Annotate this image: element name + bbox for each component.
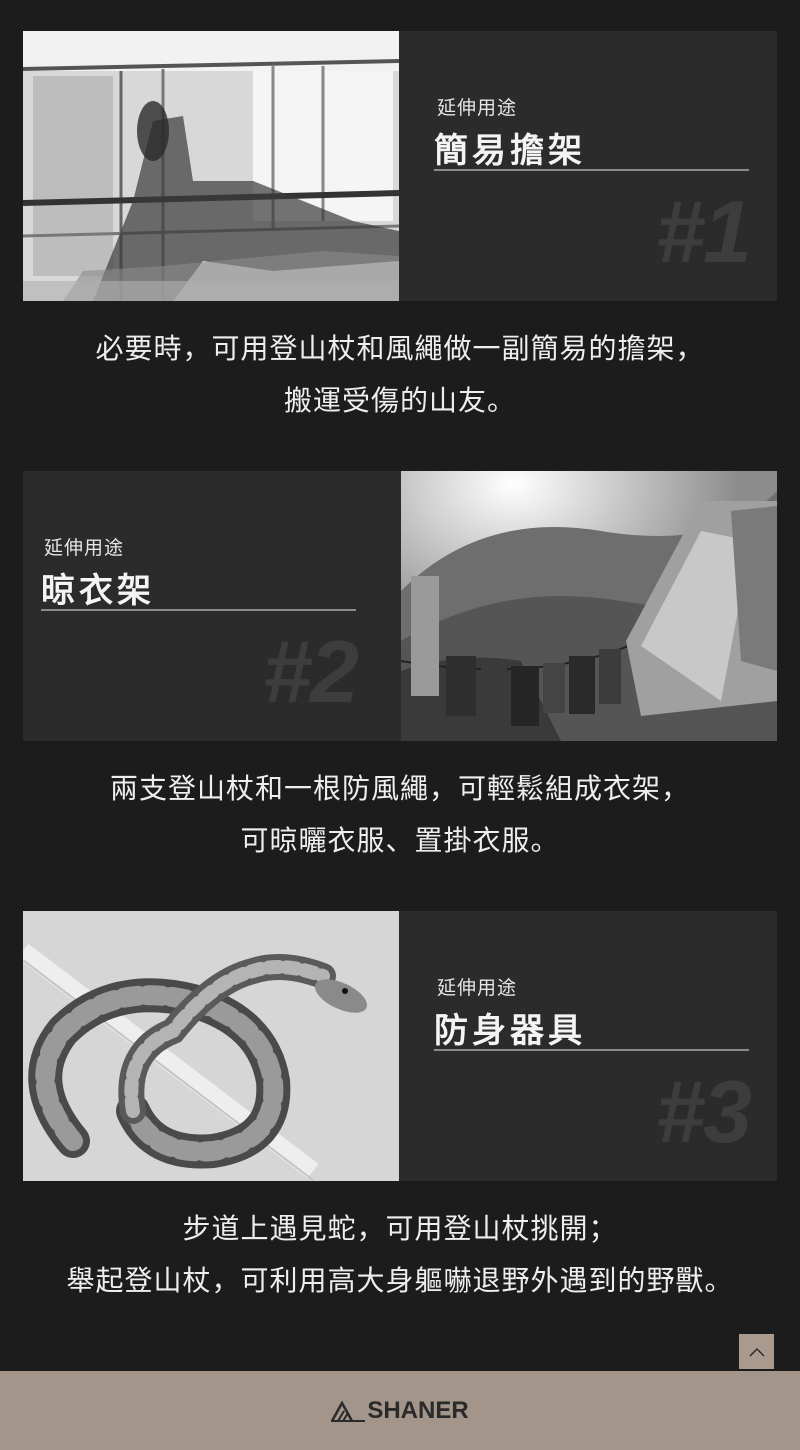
footer: SHANER <box>0 1371 800 1450</box>
section-number: #2 <box>263 622 359 721</box>
description-line: 搬運受傷的山友。 <box>283 384 516 417</box>
brand-logo[interactable]: SHANER <box>331 1396 469 1425</box>
usage-card-clothesline: 延伸用途 晾衣架 #2 <box>23 471 777 741</box>
back-to-top-button[interactable] <box>739 1334 774 1369</box>
title-divider <box>41 609 356 611</box>
clothesline-photo <box>401 471 777 741</box>
stretcher-description: 必要時，可用登山杖和風繩做一副簡易的擔架， 搬運受傷的山友。 <box>0 323 800 427</box>
clothesline-description: 兩支登山杖和一根防風繩，可輕鬆組成衣架， 可晾曬衣服、置掛衣服。 <box>0 763 800 867</box>
section-kicker: 延伸用途 <box>437 97 518 119</box>
mountain-logo-icon <box>331 1399 366 1422</box>
description-line: 必要時，可用登山杖和風繩做一副簡易的擔架， <box>95 332 705 365</box>
description-line: 可晾曬衣服、置掛衣服。 <box>240 824 560 857</box>
usage-card-self-defense: 延伸用途 防身器具 #3 <box>23 911 777 1181</box>
stretcher-photo <box>23 31 399 301</box>
clothesline-info-panel: 延伸用途 晾衣架 #2 <box>23 471 401 741</box>
description-line: 步道上遇見蛇，可用登山杖挑開； <box>182 1212 618 1245</box>
chevron-up-icon <box>748 1347 765 1357</box>
usage-card-stretcher: 延伸用途 簡易擔架 #1 <box>23 31 777 301</box>
section-kicker: 延伸用途 <box>437 977 518 999</box>
description-line: 兩支登山杖和一根防風繩，可輕鬆組成衣架， <box>109 772 690 805</box>
section-title: 簡易擔架 <box>434 131 586 171</box>
self-defense-description: 步道上遇見蛇，可用登山杖挑開； 舉起登山杖，可利用高大身軀嚇退野外遇到的野獸。 <box>0 1203 800 1307</box>
section-title: 晾衣架 <box>41 571 155 611</box>
self-defense-info-panel: 延伸用途 防身器具 #3 <box>399 911 777 1181</box>
snake-photo <box>23 911 399 1181</box>
title-divider <box>434 1049 749 1051</box>
description-line: 舉起登山杖，可利用高大身軀嚇退野外遇到的野獸。 <box>66 1264 734 1297</box>
title-divider <box>434 169 749 171</box>
section-kicker: 延伸用途 <box>44 537 125 559</box>
stretcher-info-panel: 延伸用途 簡易擔架 #1 <box>399 31 777 301</box>
section-title: 防身器具 <box>434 1011 586 1051</box>
section-number: #3 <box>656 1062 752 1161</box>
section-number: #1 <box>656 182 752 281</box>
brand-name: SHANER <box>367 1396 469 1424</box>
